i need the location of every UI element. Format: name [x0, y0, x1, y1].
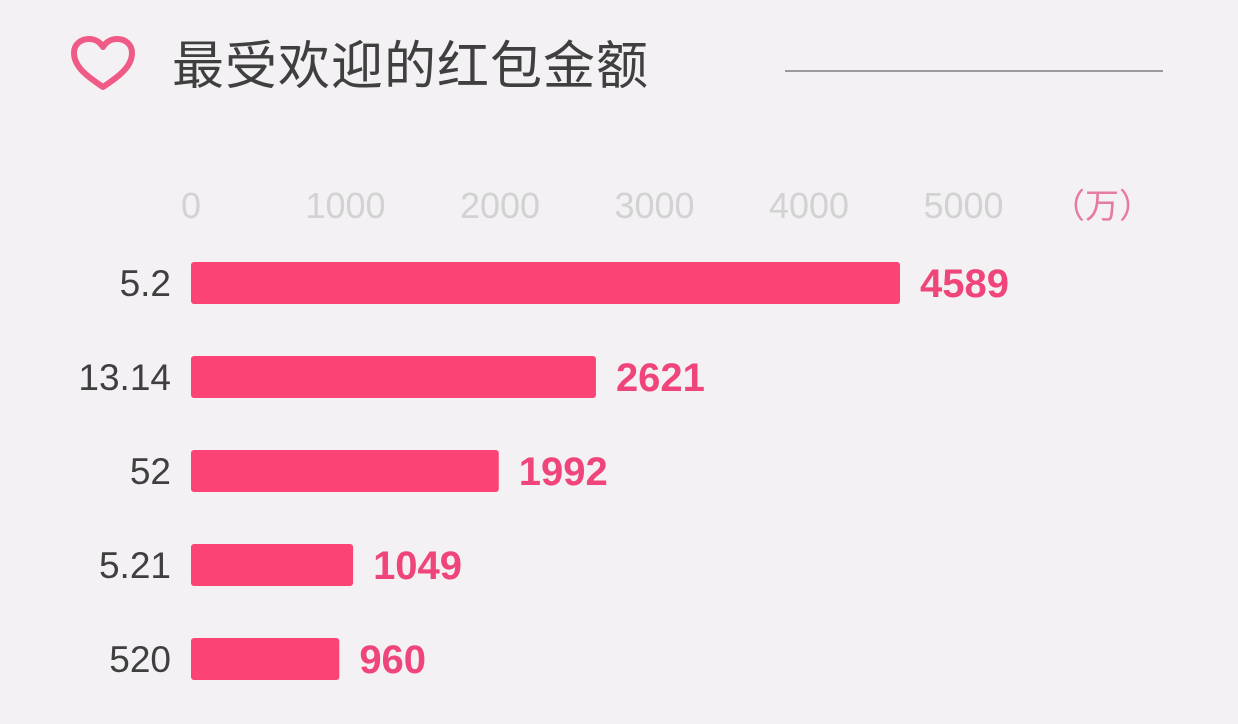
category-label: 5.2 [120, 263, 171, 304]
bar-5-2 [191, 262, 901, 304]
category-label: 5.21 [99, 545, 171, 586]
category-label: 52 [130, 451, 171, 492]
bar-520 [191, 638, 340, 680]
heart-outline-icon [71, 36, 135, 90]
title-divider [785, 70, 1163, 72]
value-label: 4589 [920, 262, 1009, 306]
bar-52 [191, 450, 499, 492]
x-tick-label: 5000 [923, 185, 1003, 226]
category-label: 520 [109, 639, 171, 680]
bar-5-21 [191, 544, 354, 586]
page-title: 最受欢迎的红包金额 [172, 37, 650, 97]
category-label: 13.14 [78, 357, 171, 398]
value-label: 1049 [373, 544, 462, 588]
x-tick-label: 2000 [460, 185, 540, 226]
axis-unit-label: （万） [1051, 187, 1153, 227]
bar-13-14 [191, 356, 596, 398]
value-label: 2621 [616, 356, 705, 400]
x-tick-label: 4000 [769, 185, 849, 226]
x-tick-label: 1000 [305, 185, 385, 226]
x-tick-label: 0 [181, 185, 201, 226]
x-tick-label: 3000 [614, 185, 694, 226]
value-label: 1992 [519, 450, 608, 494]
value-label: 960 [359, 638, 426, 682]
